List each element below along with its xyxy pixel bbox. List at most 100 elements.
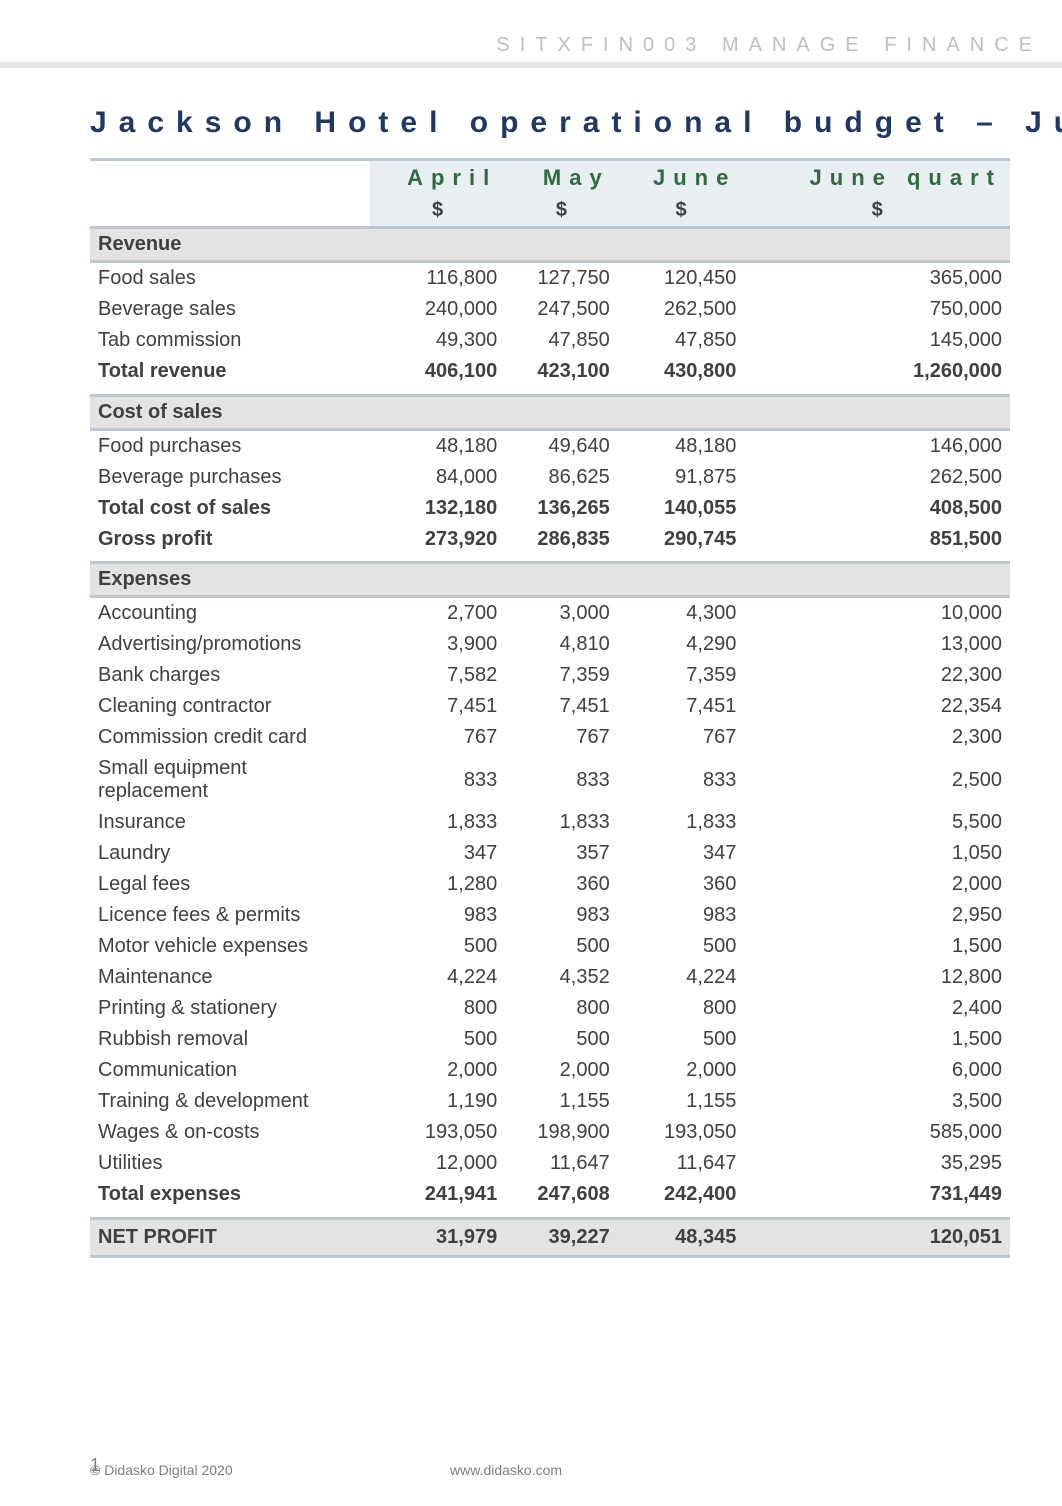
total-revenue-row: Total revenue 406,100 423,100 430,800 1,… (90, 356, 1010, 387)
expense-label: Bank charges (90, 660, 370, 691)
expense-label: Advertising/promotions (90, 629, 370, 660)
expense-m3: 4,290 (618, 629, 745, 660)
cost-of-sales-label: Food purchases (90, 429, 370, 462)
total-cos-q: 408,500 (744, 493, 1010, 524)
expense-label: Small equipment replacement (90, 753, 370, 807)
expense-m3: 500 (618, 1024, 745, 1055)
revenue-m3: 120,450 (618, 262, 745, 295)
net-profit-q: 120,051 (744, 1218, 1010, 1256)
expense-row: Insurance1,8331,8331,8335,500 (90, 807, 1010, 838)
revenue-m3: 262,500 (618, 294, 745, 325)
cost-of-sales-label: Beverage purchases (90, 462, 370, 493)
expense-m3: 347 (618, 838, 745, 869)
total-revenue-q: 1,260,000 (744, 356, 1010, 387)
total-expenses-m2: 247,608 (505, 1179, 618, 1210)
expense-m3: 500 (618, 931, 745, 962)
expense-q: 35,295 (744, 1148, 1010, 1179)
expense-m2: 2,000 (505, 1055, 618, 1086)
col-quarter: June quart (744, 160, 1010, 196)
column-header-row: April May June June quart (90, 160, 1010, 196)
expense-m1: 1,190 (370, 1086, 505, 1117)
gross-profit-q: 851,500 (744, 524, 1010, 555)
expense-m3: 2,000 (618, 1055, 745, 1086)
expense-q: 2,500 (744, 753, 1010, 807)
expense-label: Laundry (90, 838, 370, 869)
cost-of-sales-m3: 48,180 (618, 429, 745, 462)
revenue-label: Food sales (90, 262, 370, 295)
blank-sub (90, 195, 370, 228)
expense-m2: 198,900 (505, 1117, 618, 1148)
expense-label: Printing & stationery (90, 993, 370, 1024)
total-cos-row: Total cost of sales 132,180 136,265 140,… (90, 493, 1010, 524)
expense-q: 13,000 (744, 629, 1010, 660)
total-revenue-m2: 423,100 (505, 356, 618, 387)
expense-q: 2,000 (744, 869, 1010, 900)
expense-row: Utilities12,00011,64711,64735,295 (90, 1148, 1010, 1179)
page-number: 1 (90, 1455, 100, 1476)
col-month2: May (505, 160, 618, 196)
expense-m2: 983 (505, 900, 618, 931)
expense-m1: 767 (370, 722, 505, 753)
total-expenses-m1: 241,941 (370, 1179, 505, 1210)
expense-m1: 800 (370, 993, 505, 1024)
expense-q: 12,800 (744, 962, 1010, 993)
expense-label: Utilities (90, 1148, 370, 1179)
expense-m1: 4,224 (370, 962, 505, 993)
expense-m3: 1,833 (618, 807, 745, 838)
revenue-q: 365,000 (744, 262, 1010, 295)
revenue-m1: 116,800 (370, 262, 505, 295)
expense-label: Licence fees & permits (90, 900, 370, 931)
revenue-row: Beverage sales240,000247,500262,500750,0… (90, 294, 1010, 325)
expense-q: 585,000 (744, 1117, 1010, 1148)
footer-copyright: © Didasko Digital 2020 (90, 1462, 450, 1478)
revenue-header: Revenue (90, 228, 1010, 262)
expense-row: Training & development1,1901,1551,1553,5… (90, 1086, 1010, 1117)
cost-of-sales-m2: 49,640 (505, 429, 618, 462)
net-profit-m3: 48,345 (618, 1218, 745, 1256)
gross-profit-label: Gross profit (90, 524, 370, 555)
expense-m2: 3,000 (505, 597, 618, 630)
expense-q: 2,300 (744, 722, 1010, 753)
cost-of-sales-m2: 86,625 (505, 462, 618, 493)
expense-m3: 11,647 (618, 1148, 745, 1179)
expense-row: Bank charges7,5827,3597,35922,300 (90, 660, 1010, 691)
total-expenses-m3: 242,400 (618, 1179, 745, 1210)
expenses-label: Expenses (90, 563, 370, 597)
expense-q: 5,500 (744, 807, 1010, 838)
expense-m3: 833 (618, 753, 745, 807)
currency-m2: $ (505, 195, 618, 228)
currency-q: $ (744, 195, 1010, 228)
expense-row: Licence fees & permits9839839832,950 (90, 900, 1010, 931)
expense-q: 22,354 (744, 691, 1010, 722)
expense-m2: 767 (505, 722, 618, 753)
revenue-row: Food sales116,800127,750120,450365,000 (90, 262, 1010, 295)
expense-m3: 193,050 (618, 1117, 745, 1148)
revenue-label: Revenue (90, 228, 370, 262)
expense-m3: 767 (618, 722, 745, 753)
expense-row: Printing & stationery8008008002,400 (90, 993, 1010, 1024)
net-profit-label: NET PROFIT (90, 1218, 370, 1256)
expense-label: Wages & on-costs (90, 1117, 370, 1148)
expense-q: 1,500 (744, 1024, 1010, 1055)
total-revenue-label: Total revenue (90, 356, 370, 387)
revenue-q: 145,000 (744, 325, 1010, 356)
cost-of-sales-row: Beverage purchases84,00086,62591,875262,… (90, 462, 1010, 493)
revenue-row: Tab commission49,30047,85047,850145,000 (90, 325, 1010, 356)
expense-m1: 2,700 (370, 597, 505, 630)
expense-row: Laundry3473573471,050 (90, 838, 1010, 869)
net-profit-row: NET PROFIT 31,979 39,227 48,345 120,051 (90, 1218, 1010, 1256)
blank-header (90, 160, 370, 196)
total-cos-m2: 136,265 (505, 493, 618, 524)
expense-label: Insurance (90, 807, 370, 838)
revenue-m2: 127,750 (505, 262, 618, 295)
expense-m1: 347 (370, 838, 505, 869)
expense-m2: 500 (505, 1024, 618, 1055)
expense-q: 22,300 (744, 660, 1010, 691)
gross-profit-m1: 273,920 (370, 524, 505, 555)
revenue-m1: 49,300 (370, 325, 505, 356)
expense-m1: 833 (370, 753, 505, 807)
total-revenue-m3: 430,800 (618, 356, 745, 387)
total-cos-label: Total cost of sales (90, 493, 370, 524)
expense-m1: 2,000 (370, 1055, 505, 1086)
expense-m1: 7,451 (370, 691, 505, 722)
